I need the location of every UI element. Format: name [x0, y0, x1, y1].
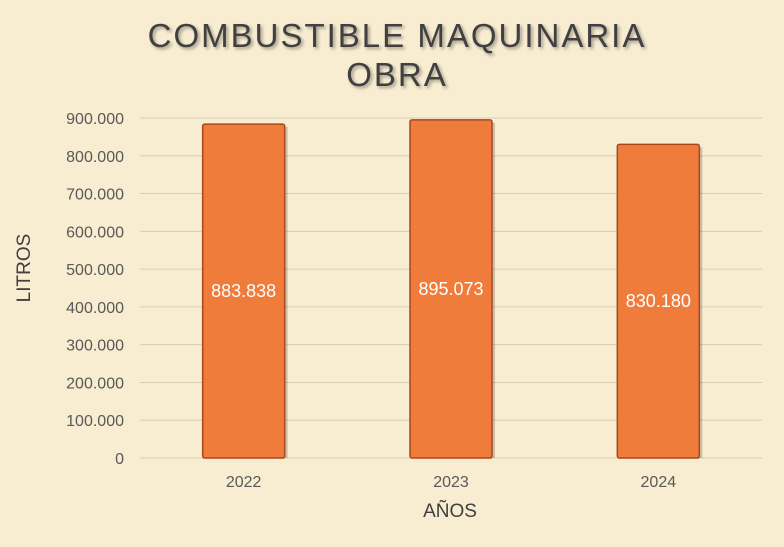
y-tick-label: 800.000	[66, 149, 124, 166]
x-tick-label: 2023	[433, 474, 469, 491]
y-tick-label: 600.000	[66, 224, 124, 241]
x-axis-ticks: 2022 2023 2024	[226, 474, 676, 491]
y-tick-label: 900.000	[66, 111, 124, 128]
y-tick-label: 700.000	[66, 187, 124, 204]
x-axis-title: AÑOS	[423, 500, 477, 522]
y-axis-title: LITROS	[14, 234, 35, 303]
y-axis-ticks: 0 100.000 200.000 300.000 400.000 500.000 600.…	[66, 111, 124, 468]
y-tick-label: 300.000	[66, 338, 124, 355]
y-tick-label: 100.000	[66, 413, 124, 430]
x-tick-label: 2022	[226, 474, 262, 491]
data-label: 895.073	[418, 279, 483, 299]
x-tick-label: 2024	[641, 474, 677, 491]
bars: 883.838 895.073 830.180	[201, 119, 703, 459]
chart-title-line-2: OBRA	[346, 56, 448, 93]
bar-2022	[201, 123, 286, 459]
y-tick-label: 500.000	[66, 262, 124, 279]
chart-title-line-1: COMBUSTIBLE MAQUINARIA	[147, 17, 647, 54]
bar-2024	[616, 143, 701, 459]
y-tick-label: 400.000	[66, 300, 124, 317]
y-tick-label: 200.000	[66, 375, 124, 392]
y-tick-label: 0	[115, 451, 124, 468]
data-label: 830.180	[626, 291, 691, 311]
chart-title: COMBUSTIBLE MAQUINARIA OBRA	[0, 16, 784, 94]
data-label: 883.838	[211, 281, 276, 301]
bar-2023	[409, 119, 493, 459]
